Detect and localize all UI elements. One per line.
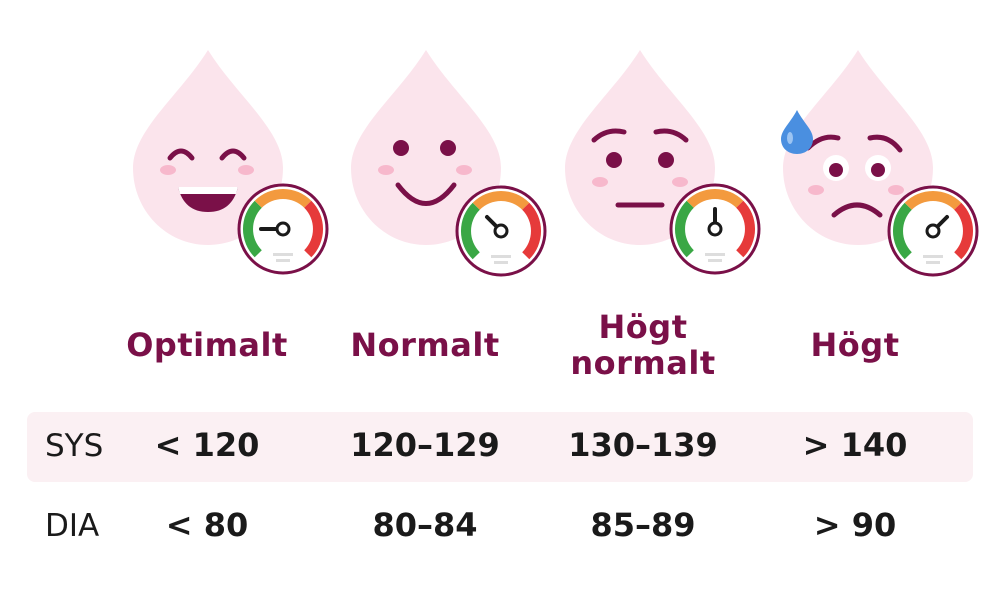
- category-label-hogt: Högt: [810, 326, 900, 364]
- blood-drop-face-icon: [351, 50, 501, 245]
- sys-row-label: SYS: [45, 428, 104, 464]
- dia-value-optimalt: < 80: [165, 506, 249, 544]
- dia-value-hogt: > 90: [813, 506, 897, 544]
- sweat-drop-icon: [781, 110, 813, 154]
- pressure-gauge-icon: [237, 183, 329, 275]
- category-column-hogt-normalt: [532, 0, 761, 300]
- category-column-normalt: [318, 0, 547, 300]
- dia-row-label: DIA: [45, 508, 100, 544]
- dia-value-hogt-normalt: 85–89: [590, 506, 696, 544]
- sys-value-hogt-normalt: 130–139: [568, 426, 718, 464]
- sys-row-background: [27, 412, 973, 482]
- dia-value-normalt: 80–84: [372, 506, 478, 544]
- sys-value-normalt: 120–129: [350, 426, 500, 464]
- pressure-gauge-icon: [887, 185, 979, 277]
- pressure-gauge-icon: [455, 185, 547, 277]
- category-label-optimalt: Optimalt: [126, 326, 288, 364]
- category-column-hogt: [750, 0, 979, 300]
- sys-value-optimalt: < 120: [154, 426, 260, 464]
- blood-drop-face-icon: [565, 50, 715, 245]
- pressure-gauge-icon: [669, 183, 761, 275]
- category-column-optimalt: [100, 0, 329, 300]
- blood-drop-face-icon: [783, 50, 933, 245]
- category-label-normalt: Normalt: [350, 326, 500, 364]
- blood-drop-face-icon: [133, 50, 283, 245]
- category-label-hogt-normalt: Högt normalt: [570, 308, 716, 382]
- sys-value-hogt: > 140: [802, 426, 908, 464]
